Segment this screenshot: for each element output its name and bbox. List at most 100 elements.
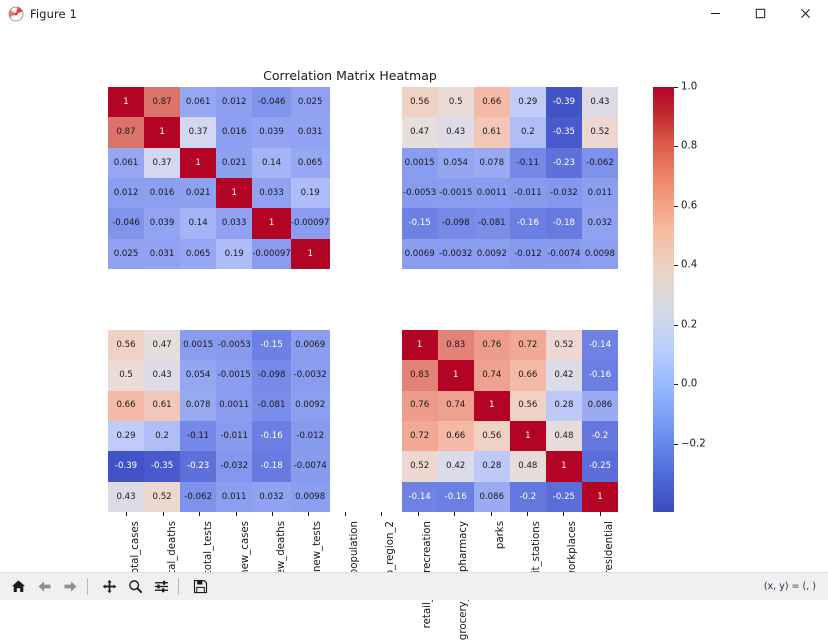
heatmap-cell [252, 269, 291, 299]
heatmap-cell: 0.025 [108, 238, 145, 270]
heatmap-cell [366, 87, 402, 117]
colorbar-tick-labels: 1.0 0.8 0.6 0.4 0.2 0.0 −0.2 [674, 82, 714, 512]
heatmap-cell: 0.52 [144, 481, 181, 512]
heatmap-cell: 0.43 [144, 360, 181, 391]
heatmap-cell [366, 451, 402, 481]
heatmap-cell: -0.0074 [545, 238, 582, 270]
matplotlib-icon [8, 6, 24, 22]
heatmap-cell [366, 300, 402, 330]
heatmap-cell [366, 360, 402, 390]
heatmap-cell: -0.046 [252, 87, 291, 118]
figure-canvas[interactable]: Correlation Matrix Heatmap 1 0.87 0.061 0.0… [0, 27, 828, 640]
x-tick-mark [563, 512, 565, 516]
heatmap-cell: 0.52 [581, 117, 618, 148]
heatmap-cell: 0.28 [473, 451, 510, 482]
colorbar-tick-mark [674, 324, 678, 326]
close-button[interactable] [783, 0, 828, 27]
heatmap-cell: -0.14 [401, 481, 438, 512]
heatmap-cell: 0.0092 [290, 390, 330, 421]
heatmap-cell: 0.37 [144, 147, 181, 179]
heatmap-cell: 0.66 [473, 87, 510, 118]
heatmap-cell [402, 269, 438, 299]
heatmap-cell [582, 269, 618, 299]
colorbar-tick-mark [674, 443, 678, 445]
heatmap-cell [474, 300, 510, 330]
colorbar-tick-label: 1.0 [681, 81, 698, 93]
heatmap-axes[interactable]: 1 0.87 0.061 0.012 -0.046 0.025 0.56 0.5 0.66 0.2… [108, 87, 618, 512]
heatmap-cell: 0.016 [144, 178, 181, 209]
heatmap-cell: 1 [252, 208, 291, 239]
heatmap-cell: 0.078 [473, 147, 510, 179]
heatmap-cell: 0.43 [108, 481, 145, 512]
x-tick-label: new_cases [239, 521, 251, 576]
heatmap-cell: 0.56 [509, 390, 546, 421]
heatmap-cell: 1 [144, 117, 181, 148]
heatmap-cell: 0.66 [108, 390, 145, 421]
heatmap-cell [330, 208, 366, 238]
heatmap-cell: -0.081 [252, 390, 291, 421]
heatmap-cell: 0.032 [581, 208, 618, 239]
heatmap-cell: 1 [401, 329, 438, 361]
heatmap-cell: 0.72 [401, 420, 438, 452]
colorbar-tick-label: 0.2 [681, 319, 698, 331]
pan-button[interactable] [98, 576, 120, 598]
heatmap-cell: -0.0015 [437, 178, 474, 209]
minimize-button[interactable] [693, 0, 738, 27]
window-title: Figure 1 [30, 6, 77, 21]
x-tick-label: population [348, 521, 360, 576]
heatmap-grid[interactable]: 1 0.87 0.061 0.012 -0.046 0.025 0.56 0.5 0.66 0.2… [108, 87, 618, 512]
subplots-button[interactable] [150, 576, 172, 598]
heatmap-cell [366, 421, 402, 451]
heatmap-cell: -0.18 [545, 208, 582, 239]
heatmap-cell: -0.16 [581, 360, 618, 391]
heatmap-cell: 0.76 [401, 390, 438, 421]
heatmap-cell [366, 148, 402, 178]
zoom-button[interactable] [124, 576, 146, 598]
heatmap-cell: 1 [290, 238, 330, 270]
heatmap-cell [330, 391, 366, 421]
back-button[interactable] [33, 576, 55, 598]
forward-button[interactable] [59, 576, 81, 598]
colorbar-tick-label: −0.2 [681, 438, 706, 450]
heatmap-cell: 0.021 [180, 178, 217, 209]
home-button[interactable] [7, 576, 29, 598]
heatmap-cell: -0.062 [180, 481, 217, 512]
colorbar-tick-mark [674, 265, 678, 267]
heatmap-cell [330, 148, 366, 178]
heatmap-cell [366, 178, 402, 208]
heatmap-cell: 0.42 [545, 360, 582, 391]
heatmap-cell: 0.56 [401, 87, 438, 118]
heatmap-cell: -0.25 [545, 481, 582, 512]
heatmap-cell [330, 300, 366, 330]
heatmap-cell: 0.039 [252, 117, 291, 148]
heatmap-cell: 0.031 [144, 238, 181, 270]
heatmap-cell [474, 269, 510, 299]
maximize-button[interactable] [738, 0, 783, 27]
heatmap-cell: 1 [180, 147, 217, 179]
heatmap-cell [108, 269, 144, 299]
heatmap-cell: -0.0053 [401, 178, 438, 209]
heatmap-cell: 0.032 [252, 481, 291, 512]
heatmap-cell: 0.031 [290, 117, 330, 148]
heatmap-cell: -0.012 [290, 420, 330, 452]
heatmap-cell: 0.61 [473, 117, 510, 148]
x-tick-mark [526, 512, 528, 516]
heatmap-cell: 0.021 [216, 147, 253, 179]
x-tick-label: total_cases [130, 521, 142, 579]
heatmap-cell: 0.039 [144, 208, 181, 239]
heatmap-cell: 0.76 [473, 329, 510, 361]
heatmap-cell [330, 360, 366, 390]
save-button[interactable] [189, 576, 211, 598]
heatmap-cell: -0.39 [108, 451, 145, 482]
heatmap-cell [366, 391, 402, 421]
heatmap-cell: -0.15 [252, 329, 291, 361]
heatmap-cell [291, 300, 330, 330]
heatmap-cell: -0.25 [581, 451, 618, 482]
heatmap-cell: 0.48 [509, 451, 546, 482]
heatmap-cell: -0.00097 [290, 208, 330, 239]
heatmap-cell: 0.054 [180, 360, 217, 391]
heatmap-cell: 0.0015 [180, 329, 217, 361]
heatmap-cell: 0.47 [144, 329, 181, 361]
heatmap-cell [366, 117, 402, 147]
